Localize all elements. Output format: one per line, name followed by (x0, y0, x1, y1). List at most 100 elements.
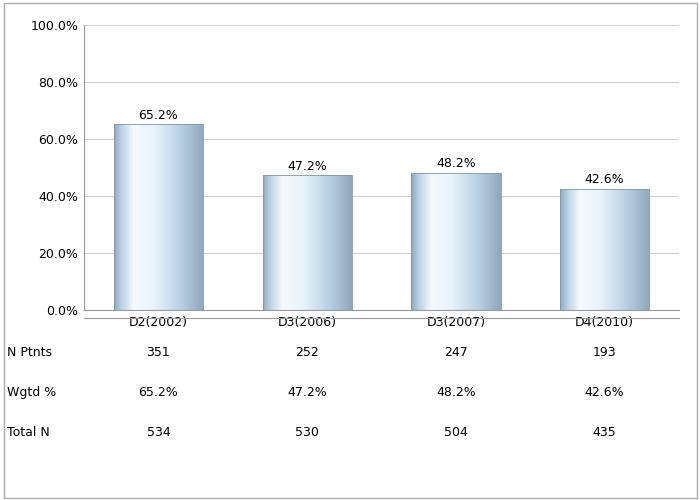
Bar (118, 124, 119, 310)
Text: 435: 435 (593, 426, 617, 439)
Bar (351, 176, 352, 310)
Bar (588, 188, 589, 310)
Bar (461, 172, 462, 310)
Bar (414, 172, 415, 310)
Bar (621, 188, 622, 310)
Bar (290, 176, 292, 310)
Bar (169, 124, 170, 310)
Bar (141, 124, 142, 310)
Bar (581, 188, 582, 310)
Bar (489, 172, 490, 310)
Bar (499, 172, 500, 310)
Text: 351: 351 (146, 346, 170, 359)
Bar (341, 176, 342, 310)
Bar (569, 188, 570, 310)
Bar (426, 172, 427, 310)
Bar (184, 124, 186, 310)
Bar (453, 172, 454, 310)
Bar (160, 124, 161, 310)
Bar (593, 188, 594, 310)
Bar (189, 124, 190, 310)
Bar (622, 188, 624, 310)
Bar (640, 188, 641, 310)
Text: 530: 530 (295, 426, 319, 439)
Bar (444, 172, 445, 310)
Bar (337, 176, 339, 310)
Bar (172, 124, 174, 310)
Bar (116, 124, 117, 310)
Bar (324, 176, 325, 310)
Bar (318, 176, 319, 310)
Bar (321, 176, 322, 310)
Bar (132, 124, 133, 310)
Bar (134, 124, 136, 310)
Bar (329, 176, 330, 310)
Bar (563, 188, 564, 310)
Bar (311, 176, 312, 310)
Bar (589, 188, 590, 310)
Bar (432, 172, 433, 310)
Bar (463, 172, 464, 310)
Bar (267, 176, 269, 310)
Bar (196, 124, 197, 310)
Bar (263, 176, 264, 310)
Bar (585, 188, 586, 310)
Bar (417, 172, 418, 310)
Bar (583, 188, 584, 310)
Bar (332, 176, 333, 310)
Bar (275, 176, 276, 310)
Bar (490, 172, 491, 310)
Bar (164, 124, 165, 310)
Bar (326, 176, 328, 310)
Bar (479, 172, 480, 310)
Bar (128, 124, 129, 310)
Bar (265, 176, 267, 310)
Bar (122, 124, 124, 310)
Bar (342, 176, 343, 310)
Bar (129, 124, 130, 310)
Bar (475, 172, 476, 310)
Bar (140, 124, 141, 310)
Bar (277, 176, 279, 310)
Bar (467, 172, 468, 310)
Bar (610, 188, 612, 310)
Bar (185, 124, 186, 310)
Bar (645, 188, 646, 310)
Bar (297, 176, 298, 310)
Bar (578, 188, 579, 310)
Bar (462, 172, 463, 310)
Bar (165, 124, 166, 310)
Bar (573, 188, 574, 310)
Bar (560, 188, 561, 310)
Bar (584, 188, 585, 310)
Bar (445, 172, 447, 310)
Bar (570, 188, 571, 310)
Bar (295, 176, 296, 310)
Bar (276, 176, 277, 310)
Bar (611, 188, 612, 310)
Bar (419, 172, 420, 310)
Bar (459, 172, 460, 310)
Bar (319, 176, 320, 310)
Bar (567, 188, 568, 310)
Bar (322, 176, 323, 310)
Bar (120, 124, 121, 310)
Bar (145, 124, 146, 310)
Bar (136, 124, 137, 310)
Bar (598, 188, 600, 310)
Text: 65.2%: 65.2% (139, 109, 178, 122)
Bar (468, 172, 470, 310)
Bar (338, 176, 339, 310)
Bar (443, 172, 444, 310)
Bar (299, 176, 300, 310)
Bar (171, 124, 172, 310)
Bar (194, 124, 195, 310)
Bar (180, 124, 181, 310)
Text: 42.6%: 42.6% (584, 386, 624, 399)
Bar (199, 124, 200, 310)
Text: 48.2%: 48.2% (436, 158, 476, 170)
Bar (161, 124, 162, 310)
Bar (476, 172, 477, 310)
Bar (154, 124, 155, 310)
Bar (458, 172, 459, 310)
